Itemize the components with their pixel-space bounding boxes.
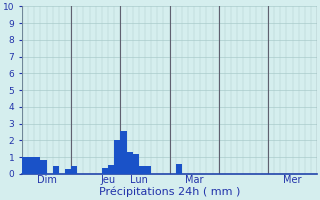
- Bar: [65, 169, 71, 174]
- Bar: [145, 166, 151, 174]
- Bar: [71, 166, 77, 174]
- Bar: [40, 160, 46, 174]
- Bar: [126, 152, 133, 174]
- Bar: [53, 166, 59, 174]
- Bar: [176, 164, 182, 174]
- Bar: [133, 154, 139, 174]
- X-axis label: Précipitations 24h ( mm ): Précipitations 24h ( mm ): [99, 187, 240, 197]
- Bar: [28, 157, 34, 174]
- Bar: [102, 168, 108, 174]
- Bar: [120, 131, 126, 174]
- Bar: [22, 157, 28, 174]
- Bar: [108, 165, 114, 174]
- Bar: [139, 166, 145, 174]
- Bar: [114, 140, 120, 174]
- Bar: [34, 157, 40, 174]
